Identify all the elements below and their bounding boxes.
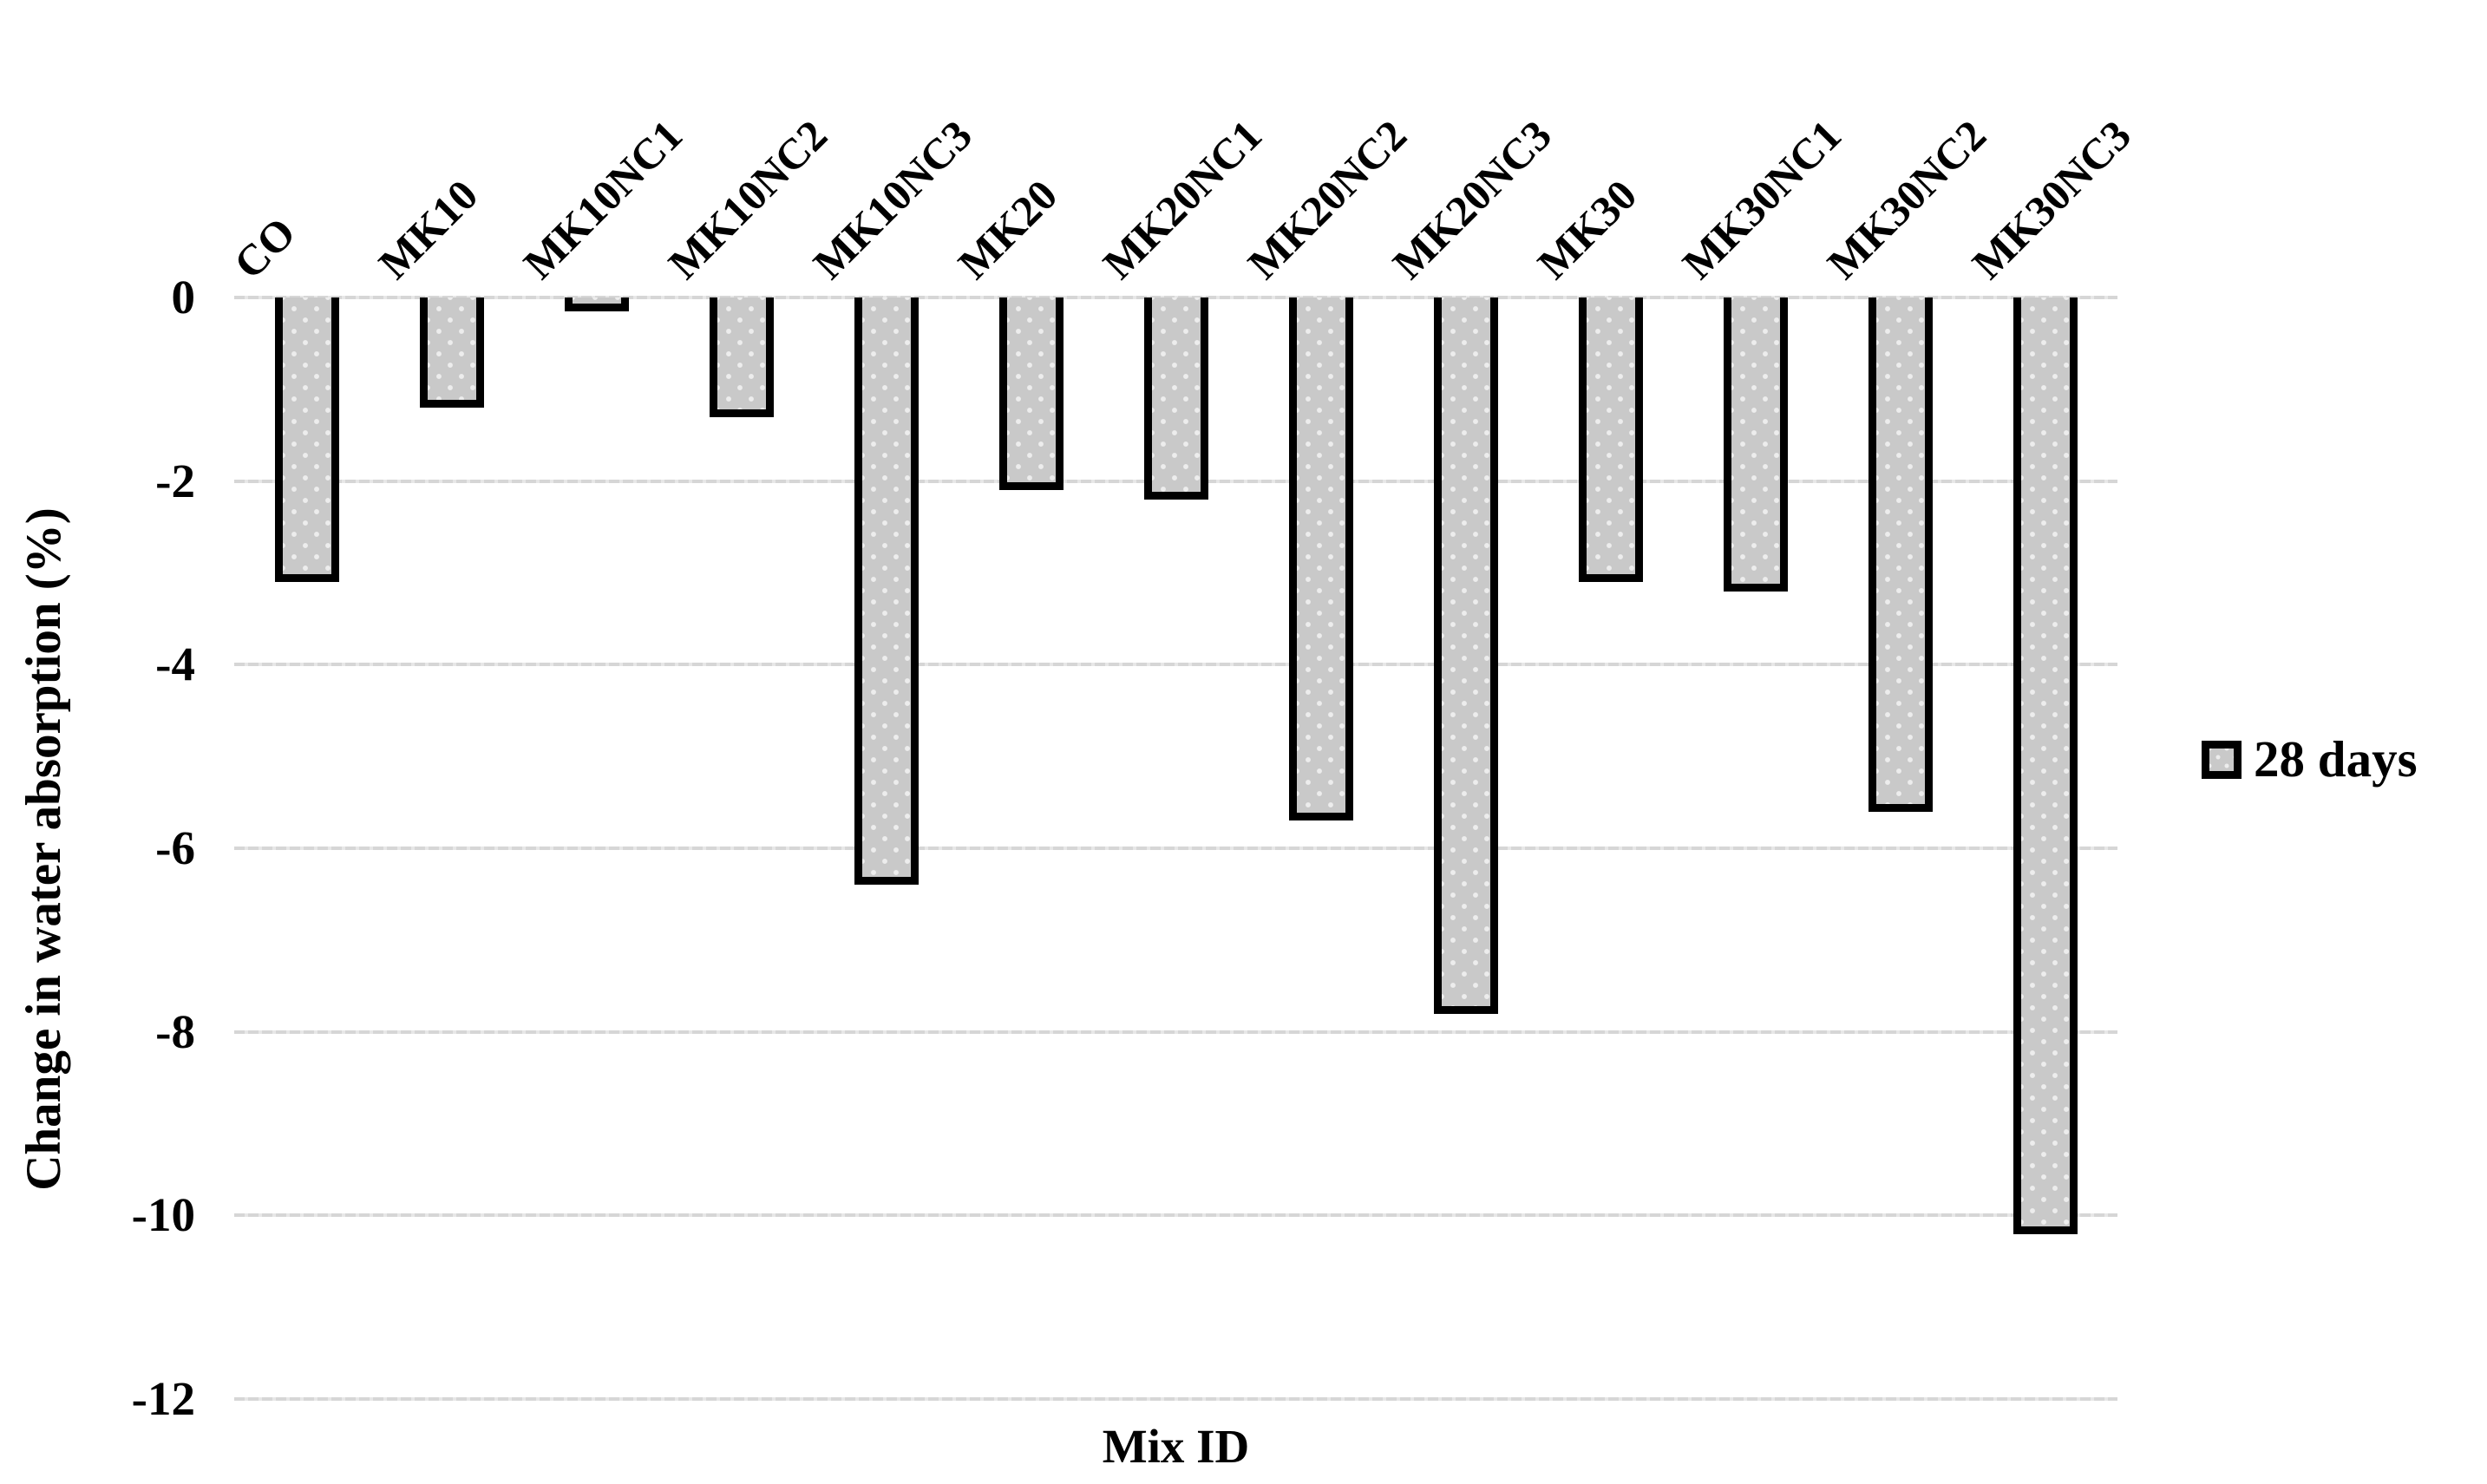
category-label: MK30NC2 <box>1817 110 1995 289</box>
bar-MK20 <box>998 297 1064 491</box>
y-tick-label: -4 <box>155 637 195 691</box>
category-label: MK10NC3 <box>803 110 981 289</box>
legend-swatch-icon <box>2202 740 2242 779</box>
category-label: MK20 <box>948 170 1066 289</box>
bar-MK30NC1 <box>1723 297 1788 592</box>
category-label: MK10NC2 <box>658 110 836 289</box>
bar-MK20NC2 <box>1288 297 1353 821</box>
y-tick-label: 0 <box>171 271 196 324</box>
y-tick-label: -8 <box>155 1004 195 1058</box>
legend-label: 28 days <box>2254 730 2418 788</box>
category-label: MK30NC1 <box>1672 110 1850 289</box>
bar-MK10NC3 <box>854 297 919 886</box>
category-label: MK20NC3 <box>1383 110 1561 289</box>
bar-MK30 <box>1578 297 1643 583</box>
category-label: MK10NC1 <box>514 110 691 289</box>
category-label: CO <box>224 207 304 289</box>
y-tick-label: -10 <box>131 1188 195 1242</box>
bar-MK10NC2 <box>709 297 774 417</box>
gridline-y--10 <box>234 1213 2117 1218</box>
category-label: MK30NC3 <box>1962 110 2140 289</box>
bar-MK30NC2 <box>1868 297 1933 812</box>
category-label: MK20NC2 <box>1238 110 1416 289</box>
y-tick-label: -2 <box>155 454 195 507</box>
gridline-y--6 <box>234 847 2117 850</box>
category-label: MK10 <box>369 170 487 289</box>
gridline-y--12 <box>234 1397 2117 1401</box>
bar-CO <box>274 297 339 583</box>
gridline-y--4 <box>234 663 2117 667</box>
category-label: MK20NC1 <box>1093 110 1271 289</box>
bar-MK10 <box>419 297 484 408</box>
legend: 28 days <box>2202 734 2418 785</box>
category-label: MK30 <box>1528 170 1646 289</box>
bar-MK20NC3 <box>1433 297 1498 1014</box>
bar-MK30NC3 <box>2013 297 2078 1234</box>
y-tick-label: -6 <box>155 821 195 874</box>
bar-MK10NC1 <box>564 297 629 311</box>
y-tick-label: -12 <box>131 1372 195 1425</box>
gridline-y--8 <box>234 1030 2117 1034</box>
x-axis-title: Mix ID <box>1102 1420 1250 1473</box>
bar-MK20NC1 <box>1143 297 1208 500</box>
